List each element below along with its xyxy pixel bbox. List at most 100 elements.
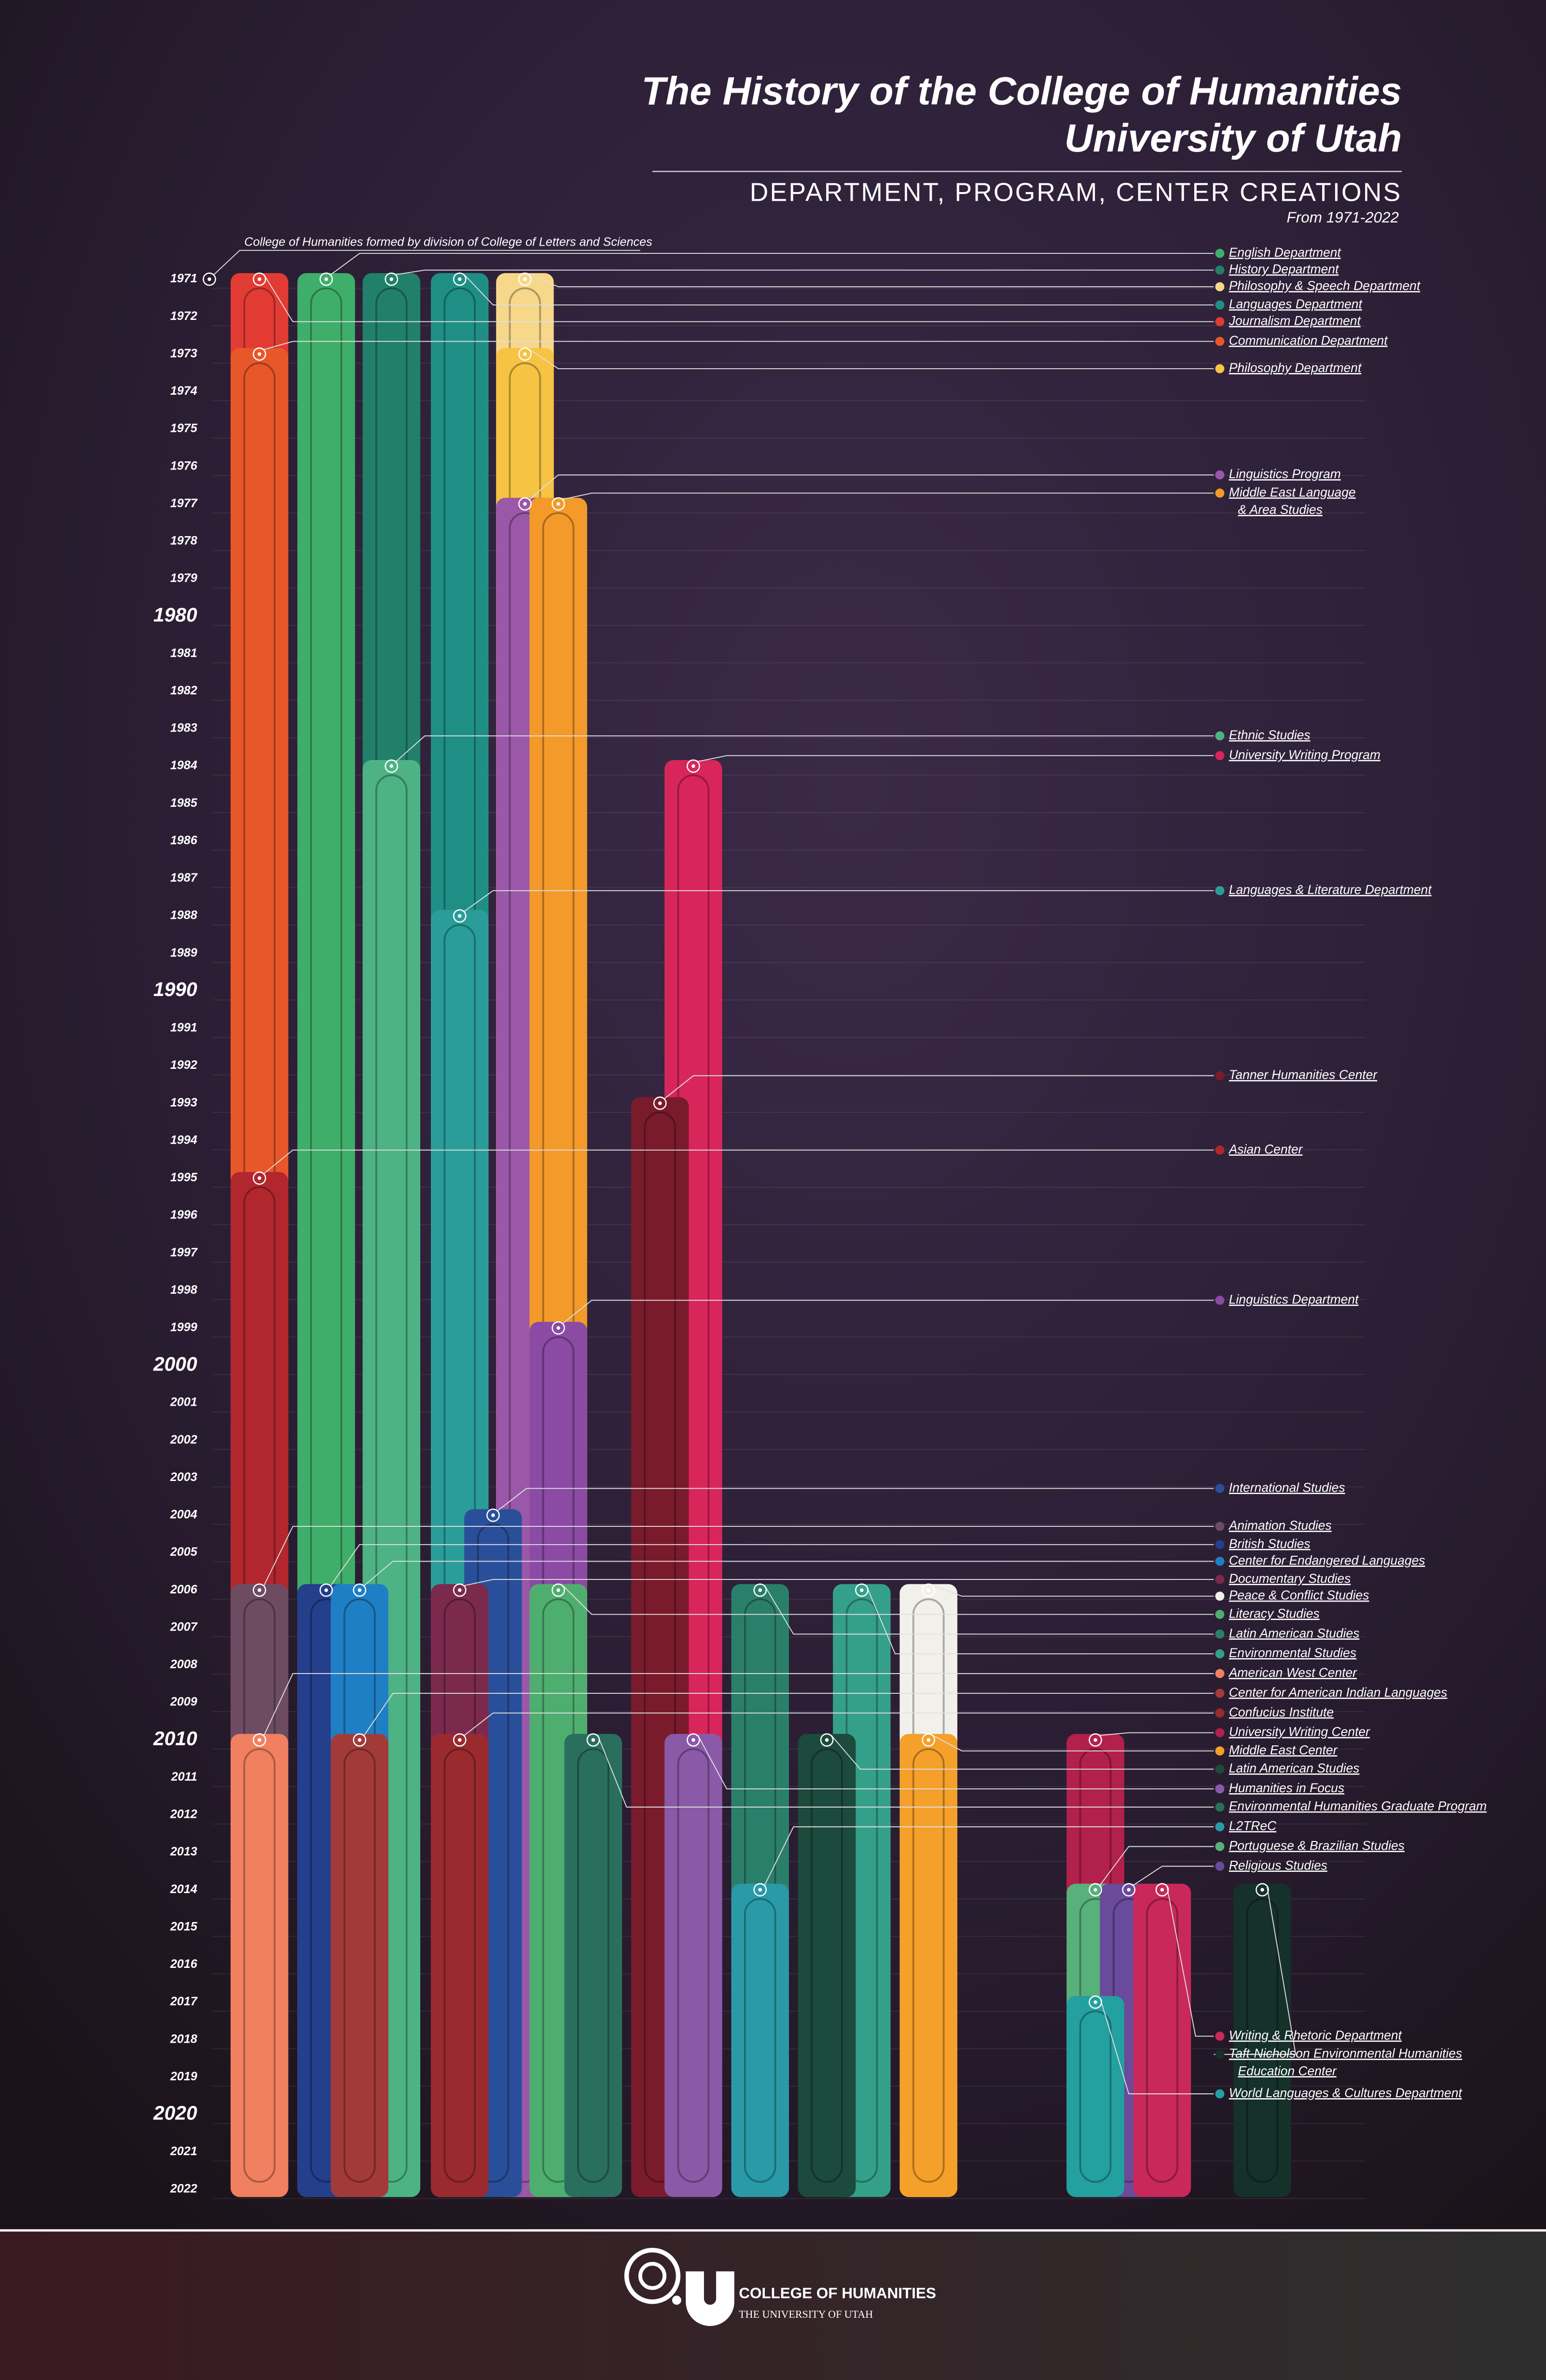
event-marker-dot [491,1513,495,1517]
event-marker-dot [257,1176,262,1180]
stream-core [644,1111,676,2183]
legend-dot [1215,1649,1225,1659]
legend-label: Journalism Department [1229,314,1362,328]
event-marker [252,1733,266,1747]
event-marker-dot [257,352,262,356]
event-marker [1089,1995,1102,2009]
stream-core [443,1748,476,2183]
year-label: 1981 [170,646,197,660]
event-marker [922,1733,936,1747]
connector [263,1673,1214,1736]
event-marker-dot [523,277,527,281]
connector [866,1585,1214,1655]
year-label: 1984 [170,759,197,772]
legend-dot [1215,1802,1225,1812]
year-label: 2009 [170,1695,197,1709]
connector [562,1585,1214,1615]
year-label: 2017 [170,1995,198,2008]
connector [764,1826,1214,1886]
year-label: 2000 [153,1353,197,1375]
legend-dot [1215,1591,1225,1601]
event-marker-dot [1160,1888,1164,1892]
legend-label: Education Center [1238,2063,1337,2078]
event-marker [552,1583,565,1597]
year-label: 1994 [170,1133,197,1147]
legend-dot [1215,1484,1225,1493]
stream-core [912,1748,945,2183]
college-logo [624,2248,734,2326]
legend-dot [1215,1842,1225,1851]
year-label: 2016 [170,1957,198,1971]
legend-dot [1215,249,1225,258]
connector [1133,1866,1214,1886]
year-label: 2013 [170,1845,197,1858]
event-marker-dot [1093,2000,1097,2004]
event-marker-dot [257,1588,262,1592]
legend-dot [1215,1296,1225,1305]
legend-label: Languages & Literature Department [1229,883,1432,897]
connector [464,1712,1214,1736]
event-marker-dot [556,502,560,506]
legend-dot [1215,337,1225,346]
year-label: 2012 [170,1808,197,1821]
event-marker-dot [457,914,462,918]
legend-label: English Department [1229,245,1342,260]
year-label: 2003 [170,1470,197,1484]
legend-dot [1215,1669,1225,1678]
legend-label: Taft-Nicholson Environmental Humanities [1229,2046,1462,2061]
event-marker [586,1733,600,1747]
event-marker-dot [691,764,695,768]
connector [698,755,1214,762]
year-label: 1992 [170,1058,197,1072]
event-marker-dot [324,1588,328,1592]
legend-label: History Department [1229,262,1339,277]
connector [597,1735,1214,1808]
legend-label: British Studies [1229,1536,1311,1551]
year-label: 1971 [170,272,197,285]
legend-dot [1215,1629,1225,1639]
year-label: 1982 [170,684,197,697]
connector [364,1561,1214,1586]
legend-dot [1215,1522,1225,1531]
legend-label: Confucius Institute [1229,1705,1334,1719]
year-label: 1977 [170,497,198,510]
connector [396,269,1214,276]
year-label: 2007 [170,1620,198,1633]
year-label: 1974 [170,384,197,398]
year-label: 1987 [170,871,198,885]
legend-label: Latin American Studies [1229,1761,1360,1775]
connector [330,253,1214,275]
event-marker [453,1733,467,1747]
legend-label: Latin American Studies [1229,1626,1360,1640]
founding-connector [213,249,640,275]
event-marker-dot [257,1738,262,1742]
connector [464,274,1214,305]
stream-core [343,1748,376,2183]
legend-label: Philosophy & Speech Department [1229,278,1421,293]
event-marker-dot [523,352,527,356]
legend-label: Religious Studies [1229,1858,1327,1872]
legend-dot [1215,2032,1225,2041]
legend-dot [1215,1861,1225,1871]
event-marker [687,1733,700,1747]
connector [529,349,1214,369]
year-label: 2014 [170,1882,197,1896]
year-label: 2005 [170,1545,198,1559]
legend-label: Literacy Studies [1229,1606,1320,1620]
event-marker [453,272,467,286]
footer-college: COLLEGE OF HUMANITIES [739,2284,936,2301]
legend-label: & Area Studies [1238,502,1323,517]
event-marker-dot [1093,1738,1097,1742]
stream-core [1146,1898,1178,2183]
legend-dot [1215,1764,1225,1774]
event-marker-dot [358,1738,361,1742]
year-label: 2022 [170,2182,197,2196]
legend-dot [1215,1784,1225,1794]
stream [1233,1883,1291,2197]
connector [529,274,1214,288]
connector [263,274,1214,322]
year-label: 1973 [170,346,197,360]
legend-label: International Studies [1229,1480,1345,1494]
connector [396,735,1214,762]
